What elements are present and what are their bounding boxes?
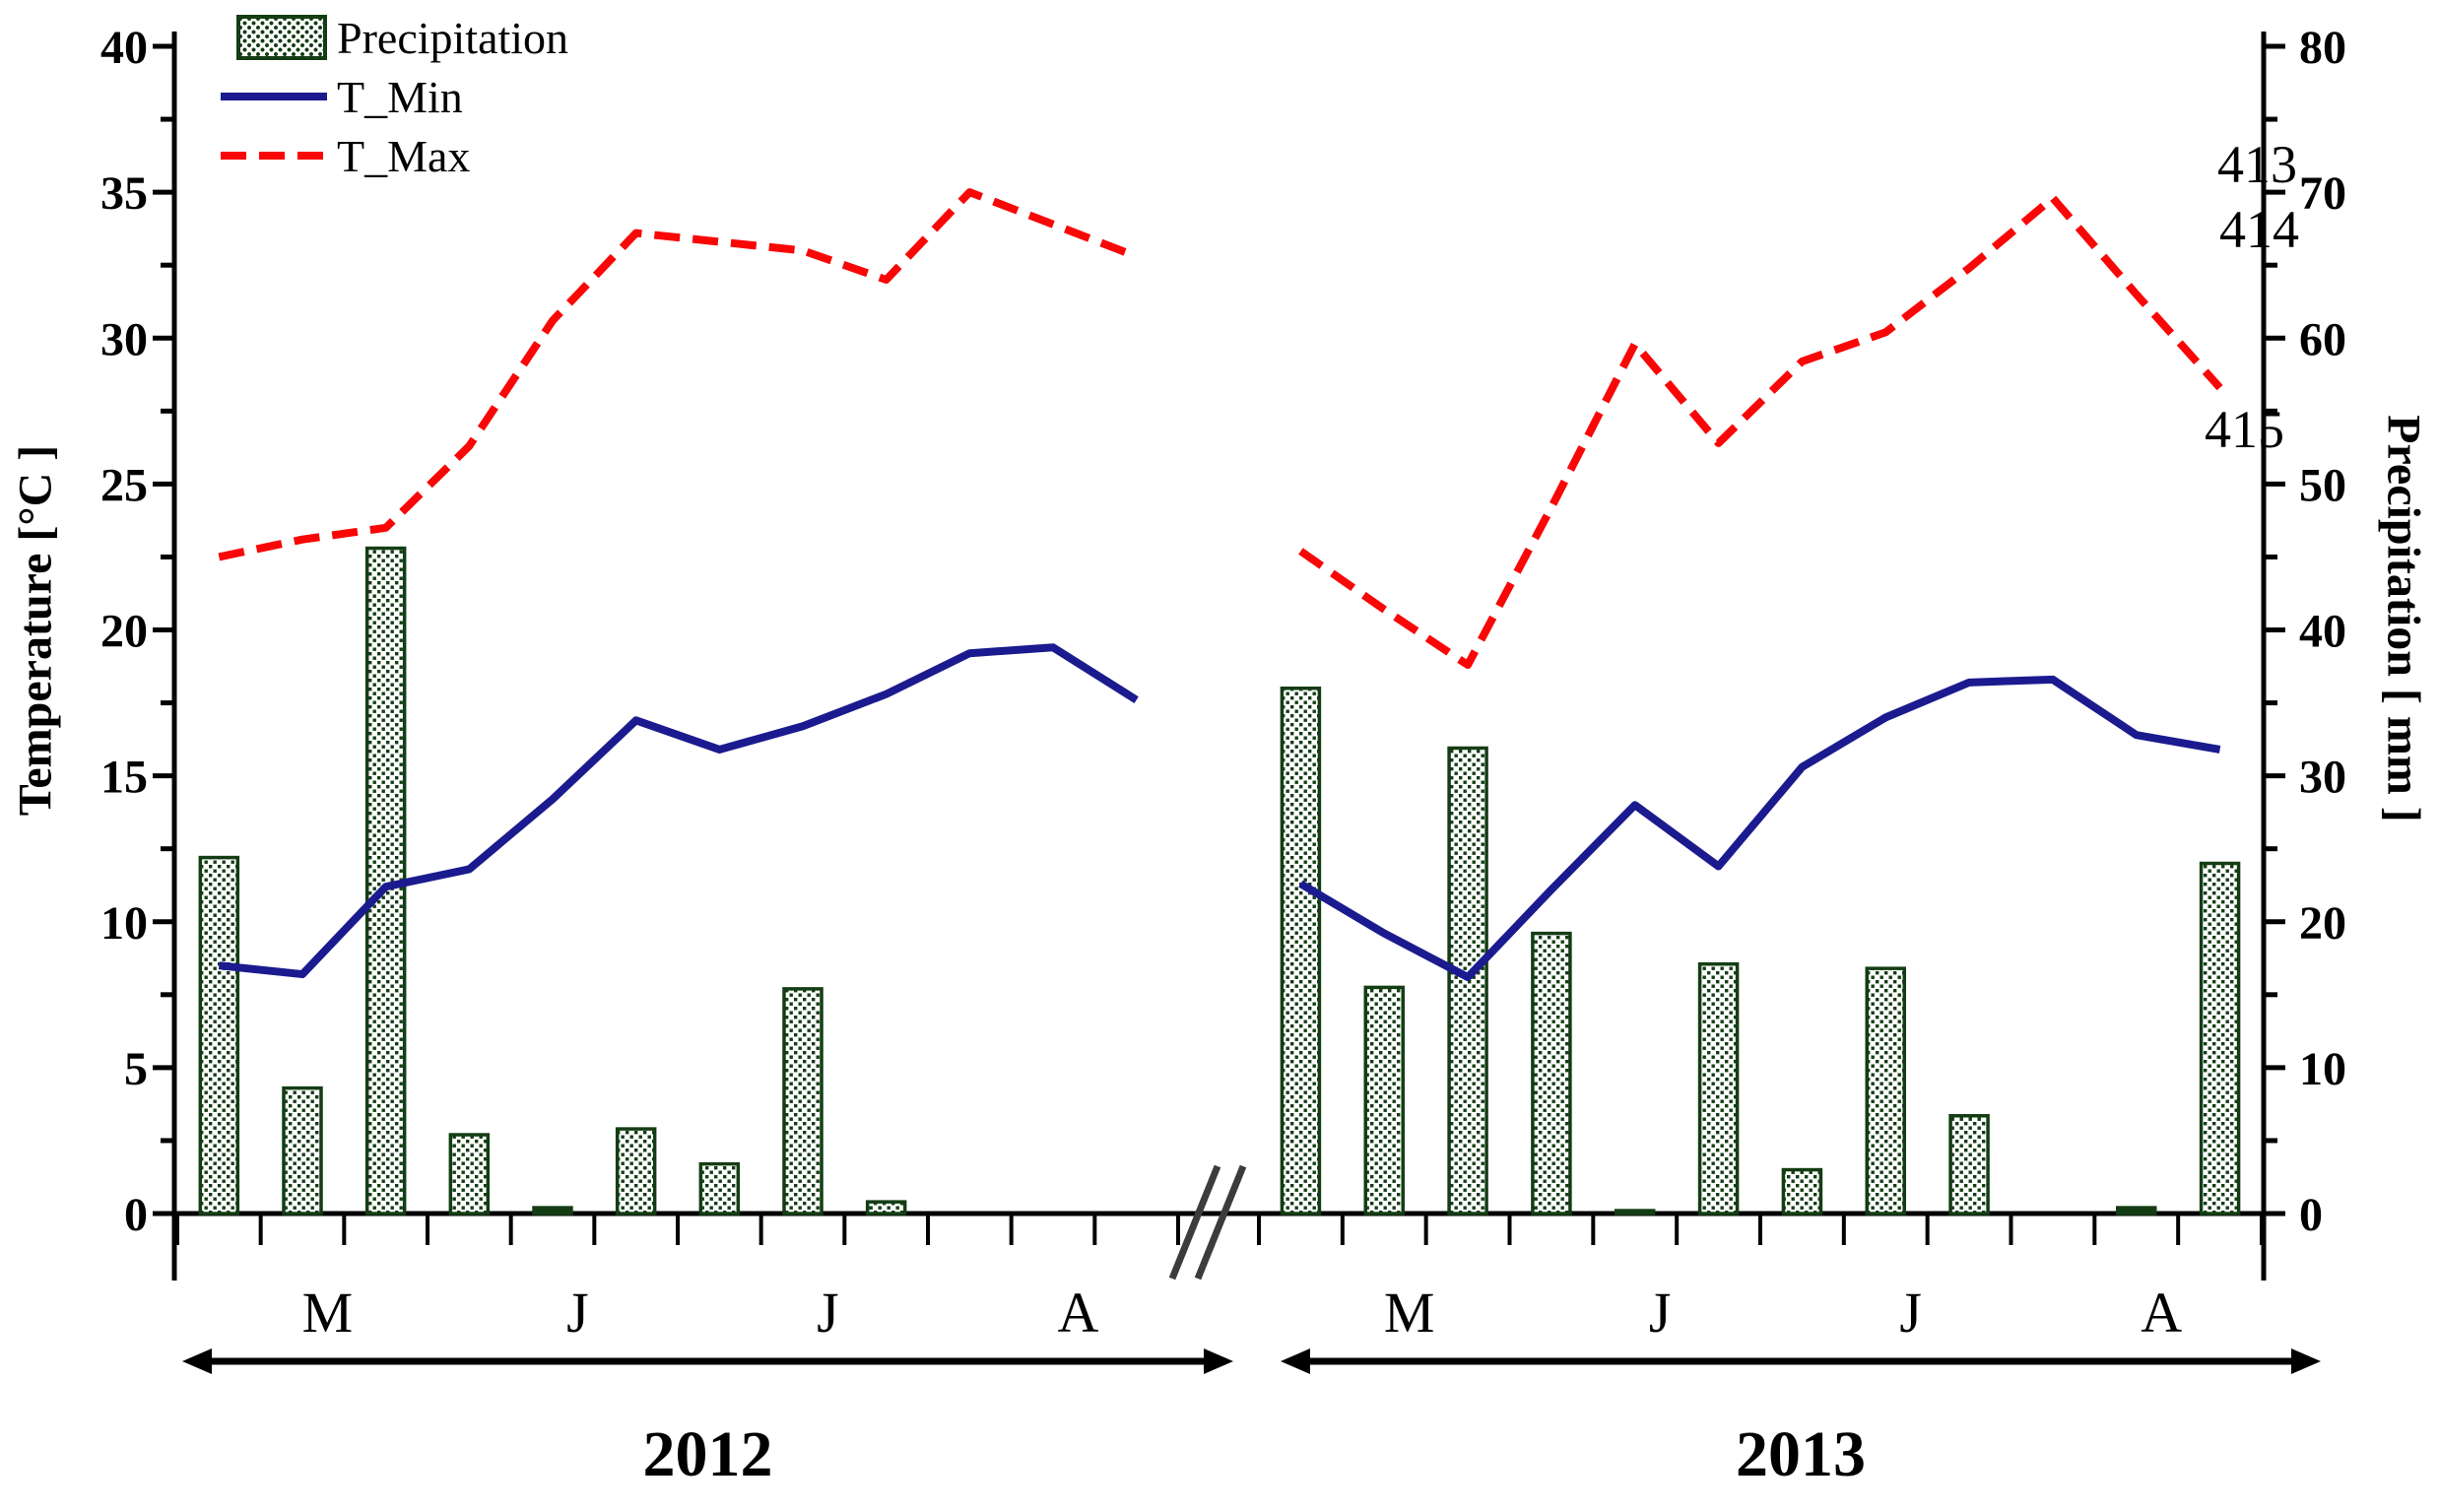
precipitation-bar (1948, 1114, 1990, 1216)
month-label: J (1899, 1281, 1922, 1345)
left-axis-tick-label: 10 (100, 897, 148, 950)
tmin-line-swatch-icon (221, 93, 327, 100)
legend-item-precipitation: Precipitation (221, 8, 568, 67)
axis-break-mark (1194, 1164, 1247, 1281)
left-axis-tick-label: 5 (124, 1043, 148, 1095)
precipitation-bar (1781, 1167, 1823, 1216)
year-label: 2012 (643, 1418, 773, 1490)
tmax-line-swatch-icon (221, 152, 327, 160)
precipitation-bar (198, 855, 240, 1216)
precipitation-bar (698, 1161, 741, 1216)
precipitation-bar (1363, 985, 1405, 1216)
year-label: 2013 (1736, 1418, 1866, 1490)
precipitation-bar (2199, 861, 2241, 1216)
right-axis-tick-label: 0 (2299, 1189, 2323, 1241)
precipitation-bar (1615, 1209, 1656, 1216)
month-label: J (1649, 1281, 1672, 1345)
precipitation-bar-swatch-icon (236, 15, 327, 60)
left-axis-tick-label: 35 (100, 167, 148, 220)
right-axis-tick-label: 40 (2299, 606, 2346, 658)
month-label: J (817, 1281, 839, 1345)
precipitation-bar (782, 987, 824, 1216)
precipitation-bar (1280, 687, 1322, 1216)
right-axis-tick-label: 50 (2299, 459, 2346, 511)
precipitation-bar (1697, 961, 1740, 1216)
t-max-line (218, 188, 1139, 561)
month-label: A (2141, 1281, 2182, 1345)
month-label: A (1057, 1281, 1098, 1345)
right-axis-tick-label: 60 (2299, 313, 2346, 365)
manuscript-line-number: 413 (2217, 135, 2297, 194)
legend-item-tmax: T_Max (221, 126, 568, 185)
precipitation-bar (282, 1085, 323, 1216)
precipitation-bar (532, 1206, 573, 1216)
t-min-line (218, 643, 1139, 979)
precipitation-bar (2116, 1206, 2157, 1216)
arrowhead-left-icon (182, 1348, 212, 1374)
manuscript-line-number: 415 (2205, 400, 2284, 459)
month-label: J (566, 1281, 589, 1345)
month-label: M (302, 1281, 354, 1345)
right-axis-title: Precipitation [ mm ] (2377, 415, 2430, 822)
precipitation-bar (865, 1200, 907, 1216)
precipitation-bar (448, 1133, 491, 1216)
legend-label: Precipitation (337, 12, 569, 63)
manuscript-line-number: 414 (2219, 200, 2299, 259)
month-label: M (1384, 1281, 1435, 1345)
left-axis-tick-label: 30 (100, 313, 148, 365)
left-axis-tick-label: 0 (124, 1189, 148, 1241)
arrowhead-right-icon (2291, 1348, 2321, 1374)
t-min-line (1298, 675, 2221, 982)
right-axis-tick-label: 10 (2299, 1043, 2346, 1095)
arrowhead-right-icon (1204, 1348, 1233, 1374)
legend: Precipitation T_Min T_Max (221, 8, 568, 185)
left-axis-tick-label: 40 (100, 22, 148, 74)
right-axis-tick-label: 20 (2299, 897, 2346, 950)
right-axis-tick-label: 30 (2299, 752, 2346, 804)
precipitation-bar (615, 1127, 657, 1216)
left-axis-tick-label: 25 (100, 459, 148, 511)
right-axis-tick-label: 70 (2299, 167, 2346, 220)
arrowhead-left-icon (1281, 1348, 1310, 1374)
left-axis-tick-label: 20 (100, 606, 148, 658)
legend-item-tmin: T_Min (221, 67, 568, 126)
left-axis-title: Temperature [°C ] (9, 444, 62, 817)
axis-break-mark (1168, 1164, 1221, 1281)
legend-label: T_Max (337, 130, 471, 181)
left-axis-tick-label: 15 (100, 752, 148, 804)
t-max-line (1298, 194, 2223, 670)
precipitation-bar (1531, 931, 1572, 1216)
precipitation-bar (1865, 966, 1906, 1216)
legend-label: T_Min (337, 71, 463, 122)
right-axis-tick-label: 80 (2299, 22, 2346, 74)
